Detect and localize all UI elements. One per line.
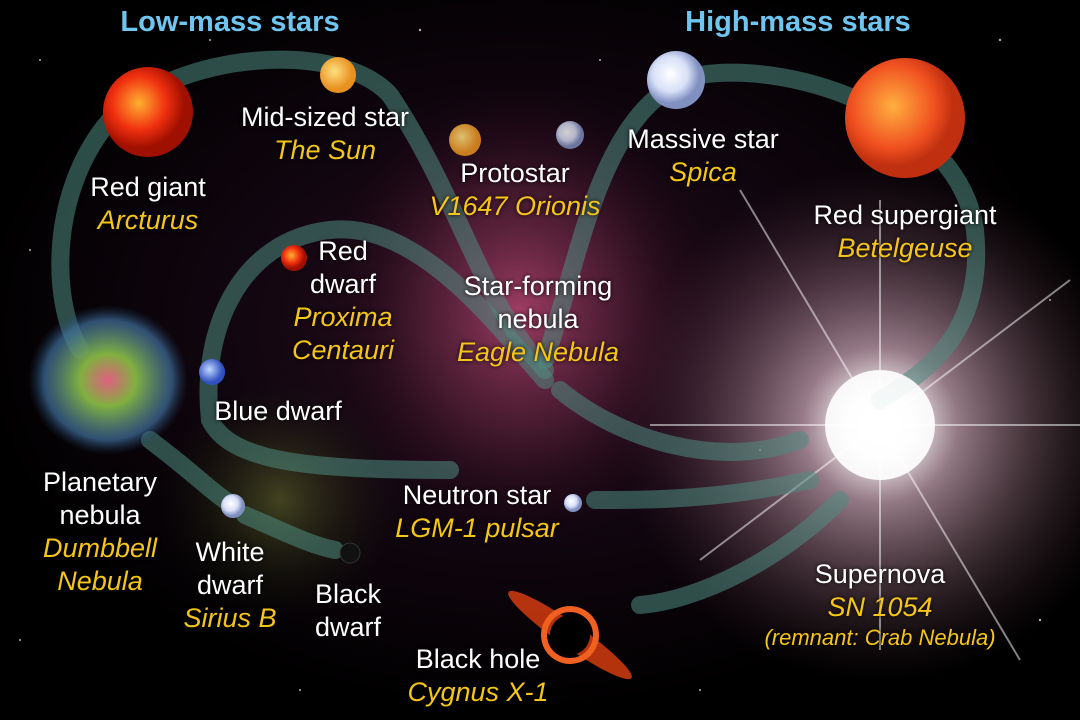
blue-dwarf-star	[199, 359, 225, 385]
label-white-dwarf: White dwarf Sirius B	[183, 537, 277, 633]
sun-star	[320, 57, 356, 93]
white-dwarf-star	[221, 494, 245, 518]
massive-star	[647, 51, 705, 109]
label-supernova: Supernova SN 1054 (remnant: Crab Nebula)	[764, 559, 996, 650]
heading-high-mass-stars: High-mass stars	[685, 6, 911, 38]
label-planetary-nebula: Planetary nebula Dumbbell Nebula	[42, 467, 158, 596]
label-red-dwarf: Red dwarf Proxima Centauri	[291, 236, 395, 365]
label-protostar: Protostar V1647 Orionis	[429, 158, 601, 221]
planetary-nebula-image	[28, 305, 188, 455]
label-mid-sized-star: Mid-sized star The Sun	[240, 102, 410, 165]
heading-low-mass-stars: Low-mass stars	[120, 6, 340, 38]
label-black-dwarf: Black dwarf	[314, 579, 382, 642]
red-supergiant-star	[845, 58, 965, 178]
neutron-star	[564, 494, 582, 512]
supernova-core	[825, 370, 935, 480]
red-giant-star	[103, 67, 193, 157]
evolution-arrows	[51, 50, 986, 614]
red-dwarf-star	[281, 245, 307, 271]
label-massive-star: Massive star Spica	[627, 124, 779, 187]
black-hole-image	[508, 590, 632, 680]
label-red-supergiant: Red supergiant Betelgeuse	[813, 200, 997, 263]
protostar-star	[449, 124, 481, 156]
black-dwarf-star	[339, 542, 361, 564]
protostar-bright	[556, 121, 584, 149]
label-star-forming-nebula: Star-forming nebula Eagle Nebula	[456, 271, 620, 367]
label-neutron-star: Neutron star LGM-1 pulsar	[395, 480, 559, 543]
label-red-giant: Red giant Arcturus	[90, 172, 206, 235]
label-blue-dwarf: Blue dwarf	[214, 396, 342, 426]
label-black-hole: Black hole Cygnus X-1	[407, 644, 549, 707]
